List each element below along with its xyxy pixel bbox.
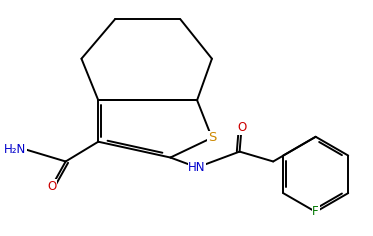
Text: O: O — [47, 180, 56, 193]
Text: F: F — [312, 205, 319, 218]
Text: O: O — [237, 121, 246, 134]
Text: HN: HN — [188, 161, 206, 174]
Text: S: S — [208, 131, 216, 144]
Text: H₂N: H₂N — [4, 143, 26, 156]
